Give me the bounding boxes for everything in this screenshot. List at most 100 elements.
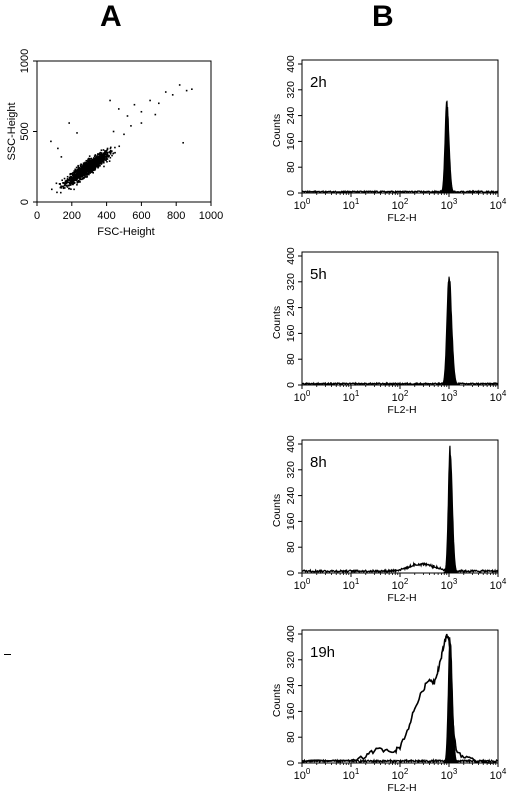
y-tick-label: 0 [285, 190, 297, 196]
x-tick-label: 1000 [199, 210, 223, 222]
data-point [66, 175, 69, 178]
data-point [97, 161, 100, 164]
data-point [95, 159, 97, 162]
y-axis-label: Counts [271, 114, 283, 147]
x-tick-label: 0 [34, 210, 40, 222]
data-point [182, 141, 184, 144]
data-point [96, 165, 99, 168]
y-tick-label: 240 [285, 299, 297, 317]
data-point [68, 179, 71, 182]
y-tick-label: 400 [285, 625, 297, 643]
y-tick-label: 0 [285, 382, 297, 388]
data-point [114, 146, 116, 149]
data-point [97, 155, 100, 158]
data-point [123, 133, 125, 136]
data-point [60, 187, 63, 189]
data-point [101, 160, 103, 163]
data-point [82, 176, 85, 179]
data-point [77, 166, 80, 168]
data-point [102, 160, 105, 162]
data-point [76, 169, 78, 172]
x-tick-label: 101 [343, 389, 360, 404]
histogram-peak [442, 445, 461, 574]
data-point [81, 166, 84, 169]
data-point [149, 99, 151, 102]
data-point [84, 169, 87, 172]
data-point [99, 164, 101, 167]
data-point [72, 176, 74, 179]
data-point [85, 161, 88, 164]
data-point [80, 163, 82, 166]
data-point [73, 179, 76, 181]
data-point [95, 163, 98, 166]
data-point [105, 159, 107, 162]
data-point [87, 170, 90, 173]
data-point [86, 176, 88, 178]
data-point [70, 173, 73, 175]
data-point [76, 171, 78, 173]
data-point [70, 188, 72, 191]
data-point [93, 157, 95, 159]
data-point [90, 160, 92, 163]
data-point [77, 176, 80, 179]
data-point [75, 170, 77, 173]
data-point [73, 176, 75, 178]
data-point [99, 161, 101, 164]
data-point [86, 163, 88, 165]
data-point [88, 157, 90, 160]
data-point [96, 157, 98, 159]
data-point [93, 162, 96, 165]
data-point [62, 186, 65, 188]
y-tick-label: 400 [285, 435, 297, 453]
data-point [164, 91, 167, 93]
data-point [61, 185, 64, 188]
data-point [63, 184, 66, 187]
y-tick-label: 160 [285, 512, 297, 530]
data-point [73, 188, 75, 191]
x-tick-label: 103 [441, 389, 458, 404]
data-point [67, 184, 69, 187]
data-point [74, 173, 76, 176]
data-point [101, 159, 103, 162]
data-point [86, 167, 88, 170]
data-point [89, 163, 91, 165]
data-point [77, 171, 80, 174]
data-point [104, 152, 106, 154]
data-point [95, 164, 98, 167]
x-tick-label: 104 [490, 389, 507, 404]
x-tick-label: 600 [132, 210, 150, 222]
data-point [68, 184, 70, 187]
data-point [106, 158, 109, 160]
data-point [64, 181, 67, 183]
data-point [73, 171, 76, 174]
data-point [130, 125, 132, 127]
panel-label-b: B [372, 0, 394, 33]
data-point [75, 178, 77, 181]
data-point [109, 147, 112, 150]
histogram-baseline [301, 381, 499, 386]
data-point [93, 164, 96, 167]
data-point [71, 183, 74, 186]
data-point [82, 170, 85, 173]
data-point [106, 152, 109, 155]
y-axis-label: Counts [271, 494, 283, 527]
data-point [84, 170, 86, 173]
data-point [70, 182, 72, 185]
data-point [89, 159, 92, 162]
data-point [62, 182, 64, 184]
data-point [64, 187, 66, 189]
y-tick-label: 0 [285, 570, 297, 576]
data-point [94, 157, 96, 160]
data-point [81, 178, 84, 180]
time-point-label: 2h [310, 74, 327, 91]
x-tick-label: 100 [294, 389, 311, 404]
time-point-label: 19h [310, 644, 335, 661]
data-point [154, 113, 157, 116]
data-point [97, 153, 99, 155]
data-point [82, 171, 85, 174]
data-point [140, 110, 143, 113]
data-point [74, 168, 77, 171]
y-tick-label: 320 [285, 273, 297, 291]
data-point [87, 158, 89, 161]
data-point [117, 108, 120, 110]
